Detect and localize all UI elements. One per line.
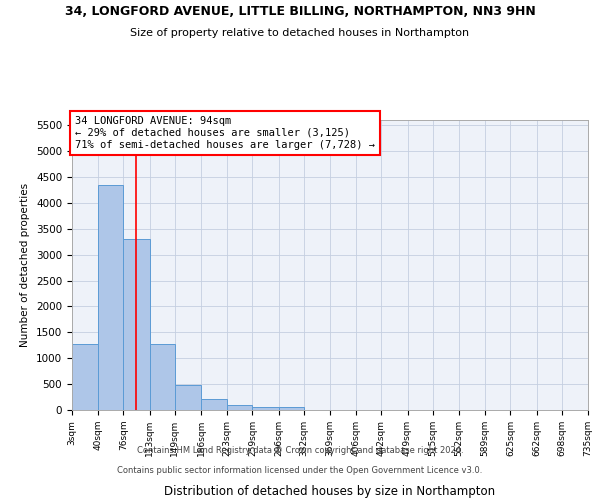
- Bar: [253, 407, 278, 410]
- Text: Size of property relative to detached houses in Northampton: Size of property relative to detached ho…: [130, 28, 470, 38]
- Y-axis label: Number of detached properties: Number of detached properties: [20, 183, 31, 347]
- Bar: [175, 384, 201, 410]
- Text: 34 LONGFORD AVENUE: 94sqm
← 29% of detached houses are smaller (3,125)
71% of se: 34 LONGFORD AVENUE: 94sqm ← 29% of detac…: [75, 116, 375, 150]
- Bar: [278, 407, 304, 410]
- Text: Distribution of detached houses by size in Northampton: Distribution of detached houses by size …: [164, 484, 496, 498]
- Bar: [227, 406, 253, 410]
- Bar: [72, 344, 98, 410]
- Bar: [149, 344, 175, 410]
- Bar: [124, 239, 149, 410]
- Text: Contains HM Land Registry data © Crown copyright and database right 2024.: Contains HM Land Registry data © Crown c…: [137, 446, 463, 455]
- Text: Contains public sector information licensed under the Open Government Licence v3: Contains public sector information licen…: [118, 466, 482, 475]
- Bar: [98, 185, 124, 410]
- Text: 34, LONGFORD AVENUE, LITTLE BILLING, NORTHAMPTON, NN3 9HN: 34, LONGFORD AVENUE, LITTLE BILLING, NOR…: [65, 5, 535, 18]
- Bar: [201, 399, 227, 410]
